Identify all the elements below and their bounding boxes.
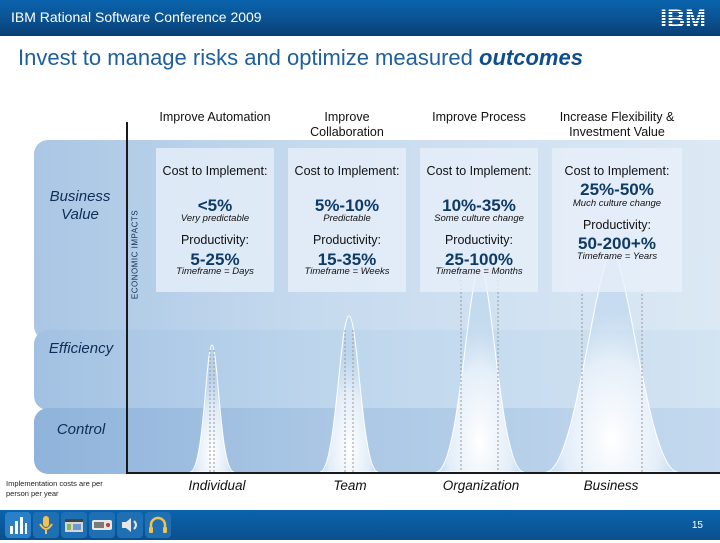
ibm-logo-text: IBM: [660, 5, 706, 33]
productivity-label-process: Productivity:: [444, 233, 514, 247]
cost-label-flexibility: Cost to Implement:: [564, 164, 670, 178]
business-value-label: Business Value: [49, 188, 111, 223]
column-heading-automation: Improve Automation: [159, 110, 271, 124]
cost-note-flexibility: Much culture change: [572, 198, 662, 209]
microphone-icon[interactable]: [33, 512, 59, 538]
column-heading-process: Improve Process: [432, 110, 526, 124]
productivity-label-automation: Productivity:: [180, 233, 250, 247]
cost-value-automation: <5%: [197, 196, 233, 215]
cost-value-flexibility: 25%-50%: [580, 180, 654, 199]
column-box-process: [420, 148, 538, 292]
cost-label-automation: Cost to Implement:: [162, 164, 268, 178]
cost-note-collaboration: Predictable: [323, 213, 371, 224]
column-box-automation: [156, 148, 274, 292]
productivity-value-process: 25-100%: [444, 250, 514, 269]
productivity-value-flexibility: 50-200+%: [578, 234, 656, 253]
cost-value-process: 10%-35%: [442, 196, 516, 215]
scope-business: Business: [583, 478, 639, 493]
header-bar: [0, 0, 720, 36]
conference-title: IBM Rational Software Conference 2009: [11, 9, 262, 25]
scope-team: Team: [333, 478, 367, 493]
scope-individual: Individual: [188, 478, 246, 493]
timeframe-automation: Timeframe = Days: [176, 266, 254, 277]
productivity-label-collaboration: Productivity:: [312, 233, 382, 247]
column-box-flexibility: [552, 148, 682, 292]
y-axis-line: [126, 122, 128, 474]
column-box-collaboration: [288, 148, 406, 292]
timeframe-process: Timeframe = Months: [435, 266, 523, 277]
headphones-icon[interactable]: [145, 512, 171, 538]
productivity-value-automation: 5-25%: [190, 250, 240, 269]
x-axis-line: [126, 472, 720, 474]
bell-curves: [189, 253, 679, 472]
column-heading-collaboration: Improve Collaboration: [310, 110, 384, 139]
timeframe-flexibility: Timeframe = Years: [576, 251, 658, 262]
slide-title: Invest to manage risks and optimize meas…: [18, 45, 583, 71]
title-emphasis: outcomes: [479, 45, 583, 70]
bell-curve-automation: [189, 344, 235, 472]
chart-icon[interactable]: [5, 512, 31, 538]
film-icon[interactable]: [61, 512, 87, 538]
page-number: 15: [691, 520, 703, 531]
cost-value-collaboration: 5%-10%: [314, 196, 380, 215]
title-main: Invest to manage risks and optimize meas…: [18, 45, 473, 70]
bell-curve-collaboration: [319, 315, 379, 472]
cost-label-process: Cost to Implement:: [426, 164, 532, 178]
scope-organization: Organization: [442, 478, 520, 493]
efficiency-label: Efficiency: [48, 340, 114, 357]
productivity-label-flexibility: Productivity:: [582, 218, 652, 232]
control-label: Control: [56, 421, 106, 438]
column-heading-flexibility: Increase Flexibility & Investment Value: [559, 110, 675, 139]
bell-curve-process: [435, 267, 525, 472]
device-icon[interactable]: [89, 512, 115, 538]
cost-note-process: Some culture change: [434, 213, 524, 224]
cost-label-collaboration: Cost to Implement:: [294, 164, 400, 178]
timeframe-collaboration: Timeframe = Weeks: [304, 266, 390, 277]
footnote: Implementation costs are per person per …: [6, 479, 103, 498]
productivity-value-collaboration: 15-35%: [317, 250, 377, 269]
speaker-icon[interactable]: [117, 512, 143, 538]
ibm-logo: IBM: [660, 5, 706, 33]
cost-note-automation: Very predictable: [180, 213, 250, 224]
